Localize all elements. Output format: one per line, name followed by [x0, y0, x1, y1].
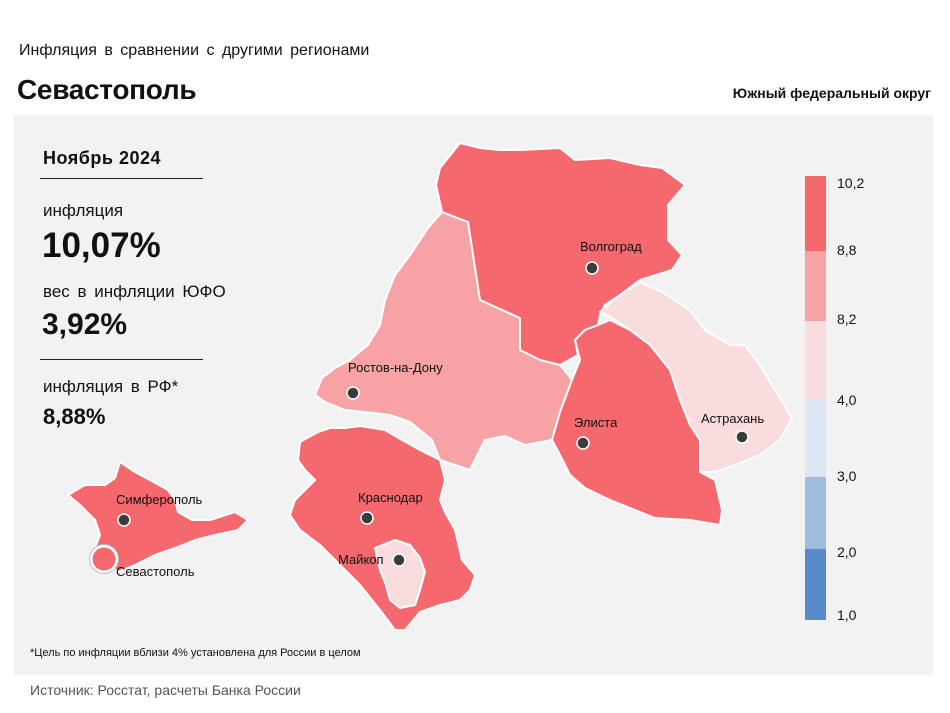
divider-top [40, 178, 203, 179]
legend-color-scale [805, 176, 826, 620]
rf-inflation-label: инфляция в РФ* [43, 377, 179, 396]
legend-tick-7: 1,0 [837, 607, 857, 623]
city-dot-astrakhan [735, 430, 749, 444]
inflation-value: 10,07% [42, 226, 161, 265]
city-dot-krasnodar [360, 511, 374, 525]
divider-bottom [40, 359, 203, 360]
legend-band-3 [805, 321, 826, 400]
legend-band-1 [805, 176, 826, 251]
city-dot-rostov [346, 386, 360, 400]
region-adygea [374, 539, 426, 609]
district-label: Южный федеральный округ [732, 85, 931, 101]
city-label-volgograd: Волгоград [580, 239, 642, 254]
month-label: Ноябрь 2024 [43, 148, 161, 168]
legend-band-6 [805, 549, 826, 620]
city-label-rostov: Ростов-на-Дону [348, 360, 443, 375]
city-label-elista: Элиста [574, 415, 618, 430]
rf-inflation-value: 8,88% [43, 404, 106, 429]
legend-band-2 [805, 251, 826, 321]
city-label-simferopol: Симферополь [116, 492, 203, 507]
legend-tick-4: 4,0 [837, 392, 857, 408]
region-kalmykia [551, 319, 723, 526]
inflation-label: инфляция [43, 201, 124, 220]
legend-tick-6: 2,0 [837, 544, 857, 560]
weight-label: вес в инфляции ЮФО [43, 282, 226, 301]
legend-tick-3: 8,2 [837, 311, 857, 327]
city-label-sevastopol: Севастополь [116, 564, 195, 579]
legend-tick-2: 8,8 [837, 242, 857, 258]
page-title: Севастополь [17, 74, 197, 105]
legend-tick-1: 10,2 [837, 175, 865, 191]
city-dot-volgograd [585, 261, 599, 275]
city-label-maikop: Майкоп [338, 552, 384, 567]
city-label-astrakhan: Астрахань [701, 411, 764, 426]
legend-band-5 [805, 477, 826, 549]
city-label-krasnodar: Краснодар [358, 490, 423, 505]
sevastopol-marker-ring [89, 544, 119, 574]
legend-tick-5: 3,0 [837, 468, 857, 484]
sevastopol-marker [89, 544, 119, 574]
region-crimea [67, 461, 249, 573]
source-note: Источник: Росстат, расчеты Банка России [30, 682, 301, 698]
legend-band-4 [805, 400, 826, 477]
region-krasnodar [289, 425, 476, 631]
footnote: *Цель по инфляции вблизи 4% установлена … [30, 647, 361, 659]
city-dot-maikop [392, 553, 406, 567]
city-dot-simferopol [117, 513, 131, 527]
city-dot-elista [576, 436, 590, 450]
chart-subtitle: Инфляция в сравнении с другими регионами [19, 42, 370, 59]
weight-value: 3,92% [42, 308, 128, 341]
